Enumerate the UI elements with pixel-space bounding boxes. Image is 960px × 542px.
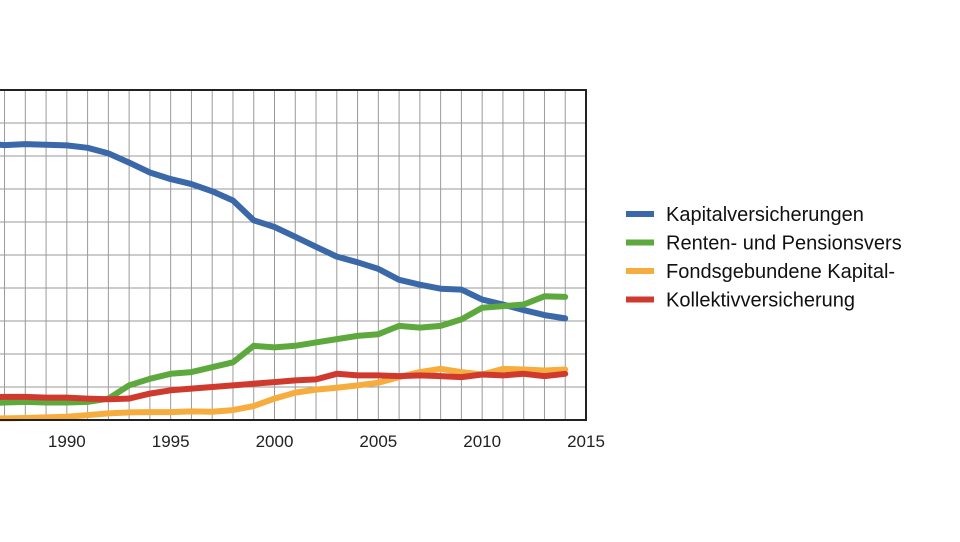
x-tick-label: 2010 [463, 432, 501, 451]
x-tick-label: 1995 [152, 432, 190, 451]
legend-label-4: Kollektivversicherung [666, 290, 855, 312]
plot-frame [0, 89, 587, 421]
series-line-3 [0, 365, 569, 422]
legend-label-2: Renten- und Pensionsvers [666, 233, 902, 255]
x-tick-label: 1990 [48, 432, 86, 451]
series-lines [0, 141, 569, 422]
series-line-4 [0, 370, 569, 403]
legend-label-1: Kapitalversicherungen [666, 204, 864, 226]
x-axis-tick-labels: 1990 1995 2000 2005 2010 2015 [48, 432, 605, 451]
series-line-2 [0, 293, 569, 406]
x-tick-label: 2000 [256, 432, 294, 451]
grid [0, 89, 587, 421]
series-line-1 [0, 141, 569, 322]
x-tick-label: 2015 [567, 432, 605, 451]
x-tick-label: 2005 [359, 432, 397, 451]
legend-label-3: Fondsgebundene Kapital- [666, 261, 895, 283]
legend: Kapitalversicherungen Renten- und Pension… [626, 204, 902, 312]
